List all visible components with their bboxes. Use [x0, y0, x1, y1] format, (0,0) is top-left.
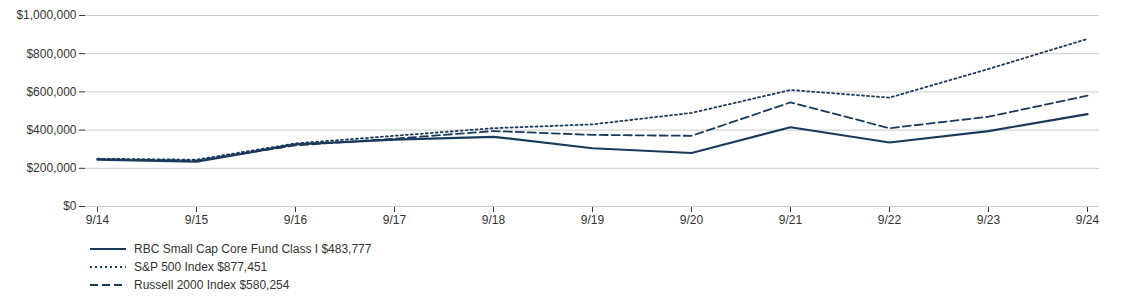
- svg-text:9/22: 9/22: [878, 213, 902, 227]
- svg-text:9/16: 9/16: [284, 213, 308, 227]
- svg-text:9/15: 9/15: [185, 213, 209, 227]
- svg-text:9/21: 9/21: [779, 213, 803, 227]
- svg-text:9/19: 9/19: [581, 213, 605, 227]
- svg-text:9/24: 9/24: [1076, 213, 1100, 227]
- svg-text:9/17: 9/17: [383, 213, 407, 227]
- html-text:S&P 500 Index $877,451: S&P 500 Index $877,451: [134, 260, 268, 274]
- html-text:Russell 2000 Index $580,254: Russell 2000 Index $580,254: [134, 278, 290, 292]
- svg-text:$800,000: $800,000: [26, 47, 76, 61]
- svg-text:9/14: 9/14: [86, 213, 110, 227]
- html-text:RBC Small Cap Core Fund Class: RBC Small Cap Core Fund Class I $483,777: [134, 242, 372, 256]
- svg-text:$400,000: $400,000: [26, 123, 76, 137]
- svg-text:$0: $0: [63, 199, 77, 213]
- svg-text:9/18: 9/18: [482, 213, 506, 227]
- svg-text:$1,000,000: $1,000,000: [16, 8, 76, 22]
- svg-text:9/23: 9/23: [977, 213, 1001, 227]
- svg-text:$600,000: $600,000: [26, 85, 76, 99]
- svg-text:9/20: 9/20: [680, 213, 704, 227]
- svg-text:$200,000: $200,000: [26, 161, 76, 175]
